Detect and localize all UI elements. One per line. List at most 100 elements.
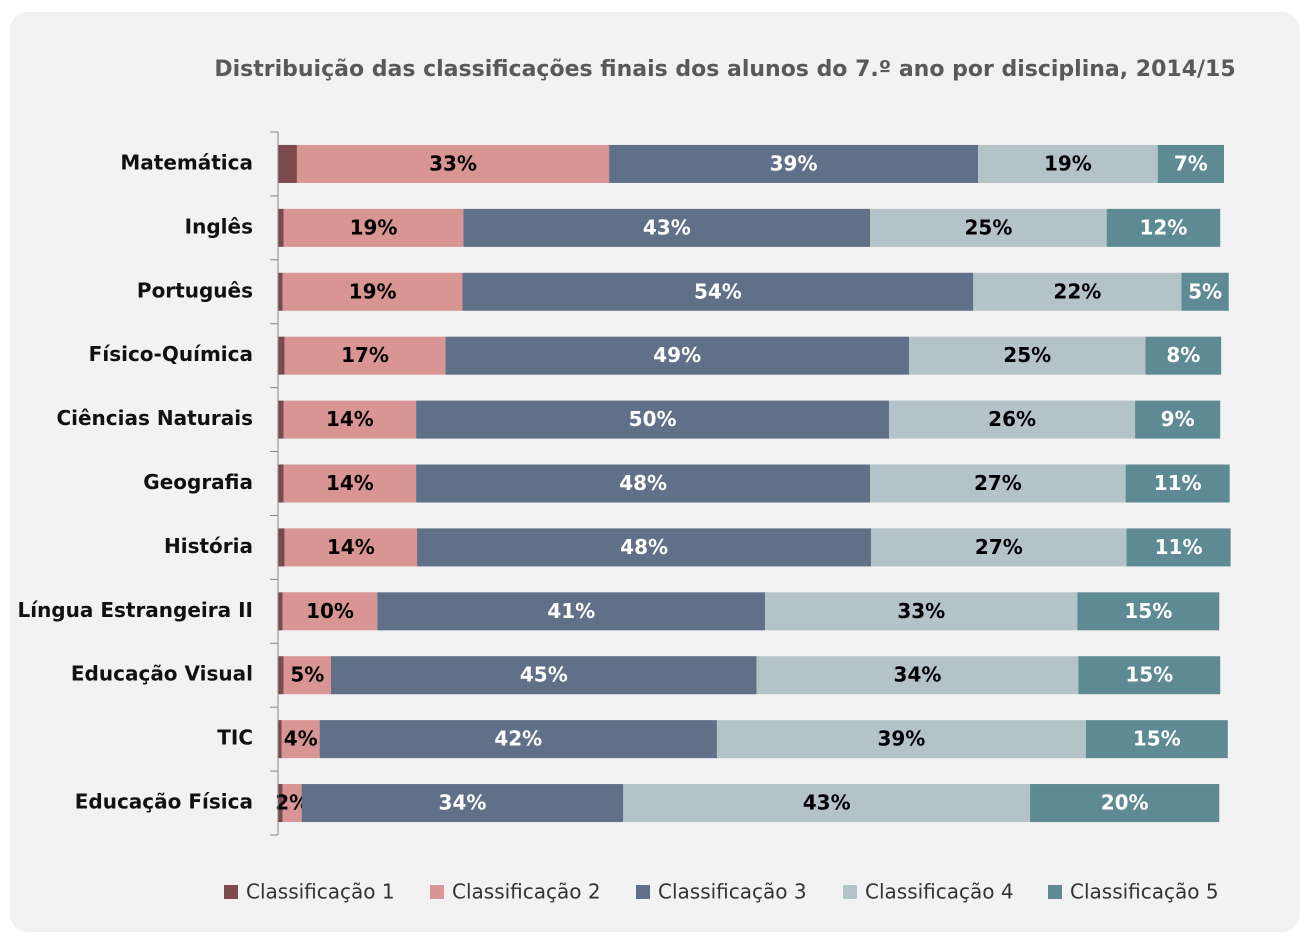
bar-segment xyxy=(278,592,283,631)
data-label: 15% xyxy=(1133,727,1181,751)
data-label: 45% xyxy=(520,663,568,687)
data-label: 43% xyxy=(803,791,851,815)
bar-segment xyxy=(1125,464,1230,503)
bar-segment xyxy=(330,656,757,695)
bar-segment xyxy=(623,784,1031,823)
bar-segment xyxy=(889,400,1136,439)
bar-segment xyxy=(462,272,974,311)
data-label: 8% xyxy=(1166,343,1200,367)
legend-label: Classificação 5 xyxy=(1070,880,1219,904)
bar-segment xyxy=(609,144,979,183)
data-label: 25% xyxy=(965,215,1013,239)
legend-swatch xyxy=(430,885,444,899)
bar-segment xyxy=(908,336,1146,375)
bar-segment xyxy=(281,720,320,759)
data-label: 15% xyxy=(1125,663,1173,687)
data-label: 15% xyxy=(1124,599,1172,623)
data-label: 54% xyxy=(694,279,742,303)
data-label: 25% xyxy=(1003,343,1051,367)
bar-segment xyxy=(319,720,717,759)
data-label: 26% xyxy=(988,407,1036,431)
bar-segment xyxy=(282,592,378,631)
bar-segment xyxy=(278,464,284,503)
data-label: 19% xyxy=(1044,151,1092,175)
y-tick-label: TIC xyxy=(217,726,253,750)
bar-segment xyxy=(417,528,872,567)
bar-segment xyxy=(445,336,909,375)
data-label: 4% xyxy=(284,727,318,751)
data-label: 27% xyxy=(975,535,1023,559)
data-label: 11% xyxy=(1155,535,1203,559)
data-label: 39% xyxy=(877,727,925,751)
y-tick-label: Inglês xyxy=(185,214,253,238)
data-label: 33% xyxy=(897,599,945,623)
legend-label: Classificação 2 xyxy=(452,880,601,904)
legend-swatch xyxy=(843,885,857,899)
data-label: 20% xyxy=(1101,791,1149,815)
data-label: 50% xyxy=(629,407,677,431)
data-label: 41% xyxy=(547,599,595,623)
bar-segment xyxy=(301,784,624,823)
bar-segment xyxy=(756,656,1079,695)
y-tick-label: Ciências Naturais xyxy=(56,406,253,430)
y-tick-label: Língua Estrangeira II xyxy=(17,598,253,622)
bar-segment xyxy=(973,272,1182,311)
legend-label: Classificação 3 xyxy=(658,880,807,904)
data-label: 12% xyxy=(1140,215,1188,239)
bar-segment xyxy=(283,400,417,439)
bar-segment xyxy=(716,720,1086,759)
data-label: 48% xyxy=(619,471,667,495)
data-label: 48% xyxy=(620,535,668,559)
bar-segment xyxy=(278,400,284,439)
y-tick-label: Matemática xyxy=(120,150,253,174)
bar-segment xyxy=(1157,144,1224,183)
data-label: 14% xyxy=(326,471,374,495)
bar-segment xyxy=(278,208,284,247)
data-label: 49% xyxy=(653,343,701,367)
bar-segment xyxy=(1135,400,1221,439)
bar-segment xyxy=(278,720,282,759)
y-tick-label: Físico-Química xyxy=(89,342,253,366)
data-label: 11% xyxy=(1154,471,1202,495)
data-label: 10% xyxy=(306,599,354,623)
data-label: 19% xyxy=(349,279,397,303)
bar-segment xyxy=(1078,656,1221,695)
bar-segment xyxy=(282,784,302,823)
bar-segment xyxy=(870,464,1126,503)
data-label: 39% xyxy=(770,151,818,175)
y-tick-label: Educação Física xyxy=(75,790,253,814)
legend-swatch xyxy=(636,885,650,899)
data-label: 34% xyxy=(894,663,942,687)
data-label: 33% xyxy=(429,151,477,175)
data-label: 22% xyxy=(1053,279,1101,303)
bar-segment xyxy=(278,528,285,567)
data-label: 17% xyxy=(341,343,389,367)
data-label: 42% xyxy=(494,727,542,751)
data-label: 5% xyxy=(1188,279,1222,303)
data-label: 14% xyxy=(326,407,374,431)
bar-segment xyxy=(278,336,285,375)
chart-title: Distribuição das classificações finais d… xyxy=(214,57,1235,82)
legend-swatch xyxy=(1048,885,1062,899)
data-label: 27% xyxy=(974,471,1022,495)
bar-segment xyxy=(278,656,284,695)
bar-segment xyxy=(1077,592,1220,631)
y-tick-label: História xyxy=(164,534,253,558)
legend-label: Classificação 1 xyxy=(246,880,395,904)
bar-segment xyxy=(463,208,871,247)
data-label: 34% xyxy=(439,791,487,815)
bar-segment xyxy=(765,592,1078,631)
legend-label: Classificação 4 xyxy=(865,880,1014,904)
bar-segment xyxy=(1106,208,1221,247)
bar-segment xyxy=(1181,272,1229,311)
bar-segment xyxy=(278,144,297,183)
bar-segment xyxy=(1126,528,1231,567)
bar-segment xyxy=(1145,336,1222,375)
bar-segment xyxy=(416,400,890,439)
y-tick-label: Português xyxy=(137,278,253,302)
bar-segment xyxy=(296,144,610,183)
bar-segment xyxy=(278,784,283,823)
bar-segment xyxy=(1085,720,1228,759)
